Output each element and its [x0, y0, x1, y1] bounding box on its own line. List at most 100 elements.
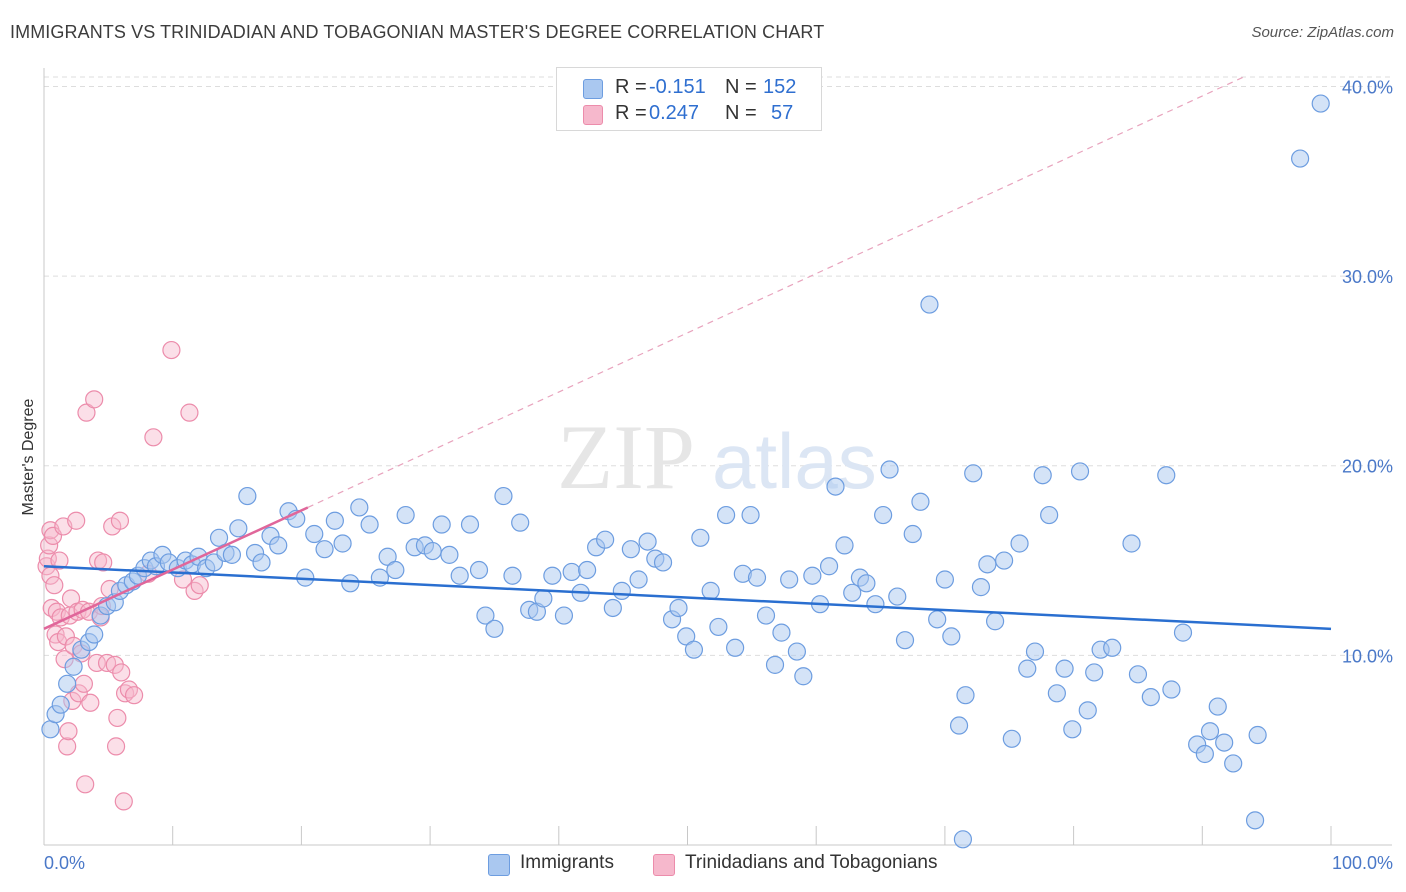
- immigrants-point: [857, 574, 876, 593]
- immigrants-point: [653, 553, 673, 572]
- immigrants-point: [772, 623, 791, 642]
- immigrants-point: [765, 655, 785, 674]
- immigrants-point: [64, 657, 83, 676]
- immigrants-point: [1195, 744, 1214, 764]
- immigrants-point: [51, 695, 70, 714]
- series-immigrants-points: [41, 94, 1332, 849]
- series-legend: Immigrants Trinidadians and Tobagonians: [0, 852, 1406, 878]
- legend-row-trinidadians: R = 0.247 N = 57: [557, 102, 821, 128]
- trinidadians-point: [87, 653, 106, 673]
- trinidadians-point: [76, 775, 95, 794]
- immigrants-point: [964, 464, 983, 483]
- immigrants-point: [621, 540, 640, 559]
- trinidadians-point: [105, 655, 124, 674]
- trend-lines: [307, 76, 1244, 509]
- trinidadians-point: [180, 403, 199, 422]
- immigrants-point: [819, 557, 839, 576]
- immigrants-point: [1224, 754, 1243, 773]
- legend-label-trinidadians: Trinidadians and Tobagonians: [685, 852, 938, 873]
- immigrants-point: [717, 505, 736, 525]
- legend-r-value: 0.247: [649, 102, 700, 124]
- trinidadians-trend-line: [43, 506, 309, 630]
- immigrants-point: [603, 598, 622, 618]
- immigrants-point: [629, 570, 648, 589]
- immigrants-point: [1018, 659, 1037, 678]
- immigrants-point: [741, 505, 760, 525]
- trinidadians-point: [106, 737, 126, 756]
- immigrants-point: [935, 570, 955, 589]
- immigrants-point: [476, 606, 495, 625]
- immigrants-point: [971, 578, 991, 597]
- immigrants-point: [1215, 733, 1234, 752]
- immigrants-point: [747, 568, 767, 587]
- immigrants-point: [1200, 722, 1220, 741]
- immigrants-point: [911, 492, 930, 511]
- trinidadians-trend-extension: [307, 76, 1244, 509]
- immigrants-point: [956, 686, 975, 705]
- x-tick-label-min: 0.0%: [44, 853, 85, 873]
- source-label: Source: ZipAtlas.com: [1251, 24, 1394, 41]
- immigrants-point: [1311, 94, 1330, 113]
- immigrants-point: [360, 515, 379, 534]
- y-axis-title: Master's Degree: [20, 398, 37, 515]
- immigrants-point: [511, 513, 530, 532]
- trinidadians-point: [40, 536, 59, 555]
- legend-r-value: -0.151: [649, 76, 706, 98]
- legend-swatch-immigrants: [583, 79, 603, 99]
- x-tick-label-max: 100.0%: [1332, 853, 1393, 873]
- legend-r-label: R =: [615, 102, 647, 124]
- immigrants-point: [269, 536, 288, 555]
- immigrants-point: [386, 560, 405, 580]
- immigrants-point: [305, 524, 324, 544]
- grid-lines: [44, 76, 1392, 656]
- immigrants-point: [554, 606, 574, 625]
- immigrants-point: [222, 545, 242, 564]
- immigrants-point: [325, 511, 344, 530]
- y-tick-label: 20.0%: [1342, 457, 1393, 477]
- legend-row-immigrants: R = -0.151 N = 152: [557, 76, 821, 102]
- immigrants-point: [503, 566, 522, 585]
- immigrants-point: [578, 560, 597, 580]
- immigrants-point: [58, 674, 77, 693]
- immigrants-point: [1248, 725, 1267, 745]
- immigrants-point: [41, 720, 60, 739]
- legend-n-value: 152: [763, 76, 797, 98]
- immigrants-point: [794, 667, 813, 686]
- immigrants-point: [460, 515, 480, 534]
- legend-swatch-immigrants: [488, 854, 510, 876]
- immigrants-point: [315, 540, 334, 559]
- immigrants-point: [1078, 701, 1097, 720]
- immigrants-point: [543, 566, 562, 585]
- immigrants-point: [1010, 534, 1029, 553]
- trinidadians-point: [67, 511, 86, 530]
- immigrants-point: [229, 519, 248, 538]
- immigrants-point: [949, 716, 969, 735]
- y-tick-label: 30.0%: [1342, 267, 1393, 287]
- trinidadians-point: [59, 722, 78, 741]
- correlation-legend: R = -0.151 N = 152 R = 0.247 N = 57: [556, 67, 822, 131]
- immigrants-point: [396, 505, 415, 525]
- immigrants-point: [238, 486, 257, 506]
- immigrants-point: [826, 477, 845, 496]
- watermark: ZIP atlas: [557, 406, 877, 508]
- tick-labels: 10.0% 20.0% 30.0% 40.0% 0.0% 100.0%: [44, 77, 1393, 873]
- immigrants-point: [669, 598, 688, 618]
- immigrants-point: [252, 553, 271, 572]
- immigrants-point: [888, 587, 907, 606]
- axes: [43, 68, 1392, 846]
- immigrants-point: [920, 295, 939, 314]
- immigrants-point: [1047, 684, 1066, 703]
- immigrants-point: [596, 530, 615, 549]
- trinidadians-point: [108, 708, 127, 728]
- immigrants-point: [1070, 462, 1090, 481]
- immigrants-point: [469, 560, 489, 580]
- immigrants-point: [985, 612, 1005, 631]
- legend-n-label: N =: [725, 76, 757, 98]
- immigrants-point: [1141, 687, 1160, 707]
- trinidadians-point: [45, 576, 64, 595]
- immigrants-point: [1245, 811, 1265, 830]
- trinidadians-point: [74, 674, 93, 693]
- legend-swatch-trinidadians: [583, 105, 603, 125]
- trinidadians-point: [56, 627, 75, 646]
- immigrants-point: [432, 515, 451, 534]
